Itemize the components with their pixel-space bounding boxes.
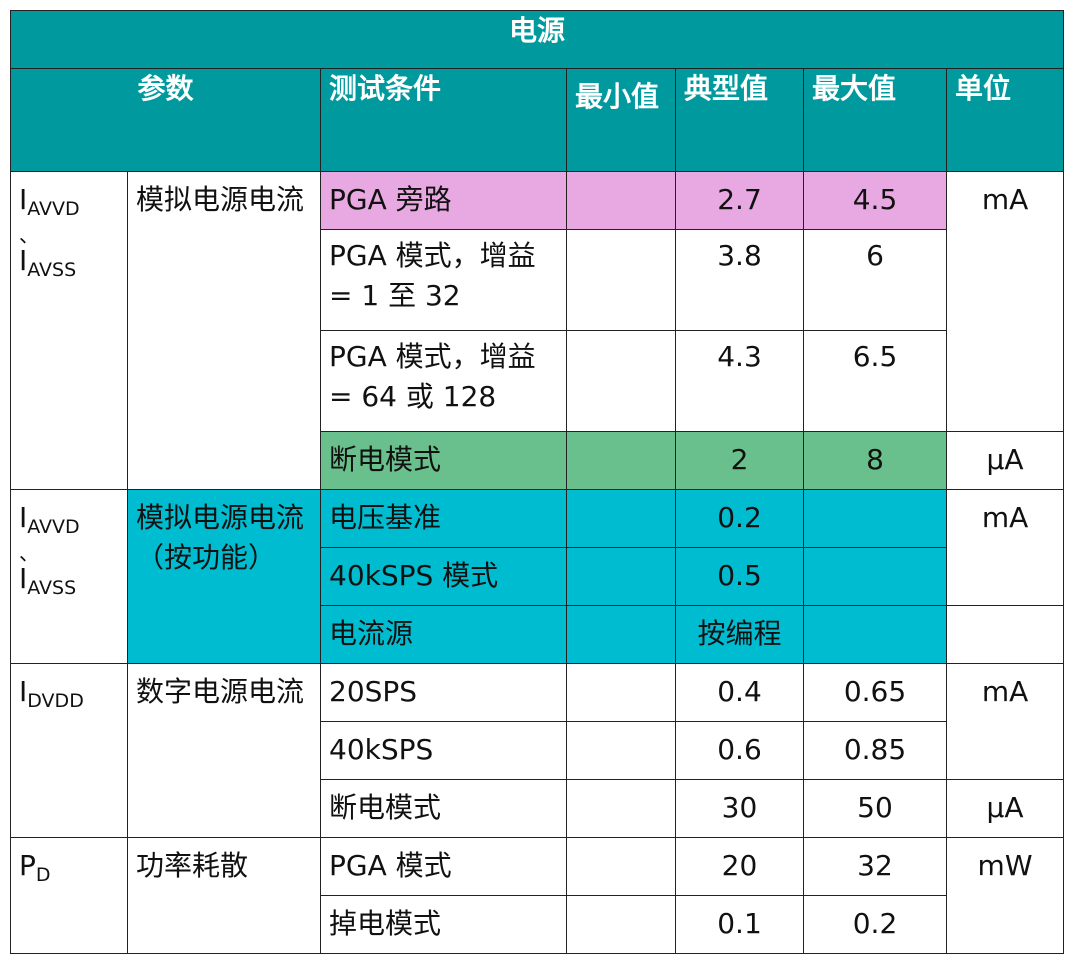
max-cell: 8 [803, 431, 947, 490]
unit-cell: mW [945, 837, 1065, 954]
symbol-cell: IAVVD 、 IAVSS [10, 171, 128, 490]
table-row: 断电模式 30 50 μA [11, 779, 1065, 838]
unit-cell: mA [945, 171, 1065, 432]
min-cell [566, 663, 676, 722]
typ-cell: 按编程 [675, 605, 804, 664]
typ-cell: 2 [675, 431, 804, 490]
typ-cell: 0.5 [675, 547, 804, 606]
min-cell [566, 721, 676, 780]
header-condition: 测试条件 [320, 68, 567, 172]
min-cell [566, 229, 676, 331]
symbol-subscript: AVVD [27, 198, 80, 220]
condition-cell: 掉电模式 [320, 895, 567, 954]
condition-cell: PGA 模式，增益 = 1 至 32 [320, 229, 567, 331]
unit-cell: mA [945, 663, 1065, 780]
symbol-subscript: AVVD [27, 516, 80, 538]
min-cell [566, 779, 676, 838]
unit-cell [945, 605, 1065, 664]
symbol-text: I [19, 244, 28, 277]
symbol-cell: PD [10, 837, 128, 954]
condition-cell: PGA 旁路 [320, 171, 567, 230]
max-cell [803, 547, 947, 606]
max-cell: 6 [803, 229, 947, 331]
symbol-separator: 、 [19, 223, 39, 247]
max-cell [803, 605, 947, 664]
condition-cell: 断电模式 [320, 779, 567, 838]
max-cell: 0.85 [803, 721, 947, 780]
unit-cell: μA [945, 431, 1065, 490]
typ-cell: 0.6 [675, 721, 804, 780]
min-cell [566, 547, 676, 606]
symbol-cell: IDVDD [10, 663, 128, 838]
symbol-subscript: AVSS [27, 259, 77, 281]
typ-cell: 20 [675, 837, 804, 896]
max-cell: 32 [803, 837, 947, 896]
condition-cell: 40kSPS [320, 721, 567, 780]
max-cell: 4.5 [803, 171, 947, 230]
table-row: PGA 模式，增益 = 1 至 32 3.8 6 [11, 229, 1064, 331]
condition-cell: 40kSPS 模式 [320, 547, 567, 606]
symbol-text: I [19, 562, 28, 595]
min-cell [566, 895, 676, 954]
condition-cell: 断电模式 [320, 431, 567, 490]
min-cell [566, 431, 676, 490]
header-min: 最小值 [566, 68, 676, 172]
table-row: IDVDD 数字电源电流 20SPS 0.4 0.65 mA [10, 663, 1065, 838]
table-row: IAVVD 、 IAVSS 模拟电源电流 PGA 旁路 2.7 4.5 mA [10, 171, 1065, 490]
condition-cell: PGA 模式 [320, 837, 567, 896]
header-unit: 单位 [945, 68, 1065, 172]
max-cell [803, 489, 947, 548]
param-cell: 数字电源电流 [127, 663, 321, 838]
table-row: 断电模式 2 8 μA [11, 431, 1065, 490]
header-max: 最大值 [803, 68, 947, 172]
header-param: 参数 [10, 68, 321, 172]
symbol-cell: IAVVD 、 IAVSS [10, 489, 128, 664]
table-title: 电源 [9, 10, 1065, 69]
power-supply-spec-table: 电源 参数 测试条件 最小值 典型值 最大值 单位 IAVVD 、 IAVSS … [9, 10, 1065, 954]
header-typ: 典型值 [675, 68, 804, 172]
typ-cell: 4.3 [675, 330, 804, 432]
typ-cell: 30 [675, 779, 804, 838]
min-cell [566, 171, 676, 230]
unit-cell: μA [945, 779, 1065, 838]
param-cell: 模拟电源电流（按功能） [127, 489, 321, 664]
min-cell [566, 330, 676, 432]
table-row: PD 功率耗散 PGA 模式 20 32 mW [10, 837, 1065, 954]
typ-cell: 0.4 [675, 663, 804, 722]
condition-cell: 电压基准 [320, 489, 567, 548]
unit-cell: mA [945, 489, 1065, 606]
typ-cell: 3.8 [675, 229, 804, 331]
typ-cell: 2.7 [675, 171, 804, 230]
symbol-text: I [19, 501, 28, 534]
table-row: IAVVD 、 IAVSS 模拟电源电流（按功能） 电压基准 0.2 mA [10, 489, 1065, 664]
min-cell [566, 605, 676, 664]
min-cell [566, 837, 676, 896]
symbol-text: P [19, 849, 36, 882]
param-cell: 模拟电源电流 [127, 171, 321, 490]
typ-cell: 0.2 [675, 489, 804, 548]
max-cell: 50 [803, 779, 947, 838]
param-cell: 功率耗散 [127, 837, 321, 954]
symbol-subscript: D [35, 864, 51, 886]
symbol-separator: 、 [19, 541, 39, 565]
symbol-text: I [19, 183, 28, 216]
symbol-text: I [19, 675, 28, 708]
max-cell: 6.5 [803, 330, 947, 432]
symbol-subscript: AVSS [27, 577, 77, 599]
table-row: PGA 模式，增益 = 64 或 128 4.3 6.5 [11, 330, 1064, 432]
symbol-subscript: DVDD [27, 690, 84, 712]
condition-cell: 电流源 [320, 605, 567, 664]
max-cell: 0.65 [803, 663, 947, 722]
max-cell: 0.2 [803, 895, 947, 954]
min-cell [566, 489, 676, 548]
condition-cell: 20SPS [320, 663, 567, 722]
table-row: 掉电模式 0.1 0.2 [11, 895, 1064, 954]
condition-cell: PGA 模式，增益 = 64 或 128 [320, 330, 567, 432]
typ-cell: 0.1 [675, 895, 804, 954]
